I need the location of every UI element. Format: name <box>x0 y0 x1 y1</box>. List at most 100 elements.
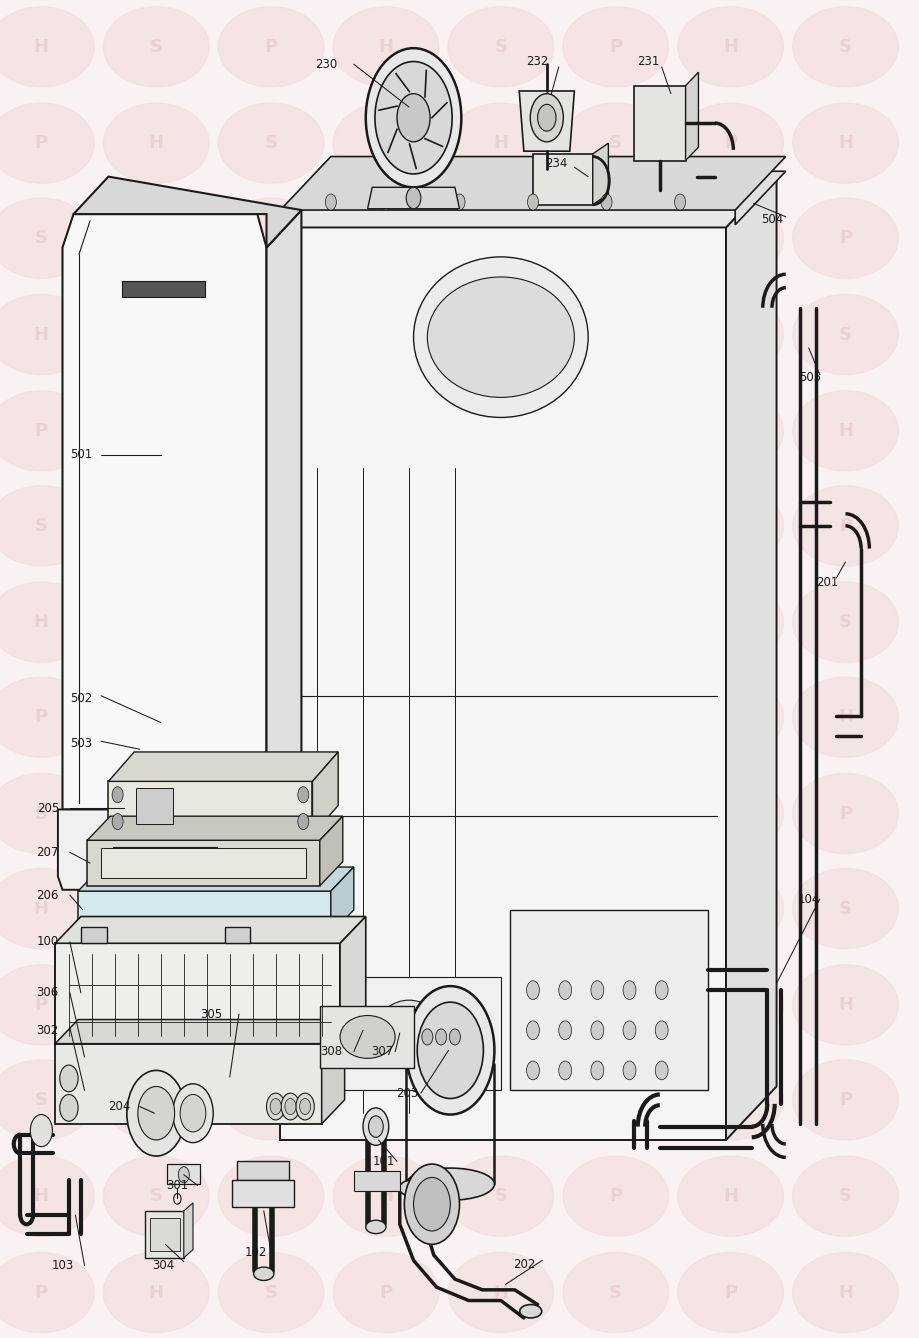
Circle shape <box>675 194 686 210</box>
Text: 100: 100 <box>37 935 59 949</box>
Ellipse shape <box>562 294 669 375</box>
Polygon shape <box>167 1164 200 1184</box>
Text: H: H <box>608 804 623 823</box>
Polygon shape <box>87 816 343 840</box>
Text: P: P <box>265 1187 278 1206</box>
Circle shape <box>417 1002 483 1098</box>
Ellipse shape <box>792 294 899 375</box>
Ellipse shape <box>792 868 899 949</box>
Text: P: P <box>609 613 622 632</box>
Circle shape <box>127 1070 186 1156</box>
Ellipse shape <box>678 1060 784 1140</box>
Text: S: S <box>380 1090 392 1109</box>
Polygon shape <box>81 890 250 927</box>
Circle shape <box>270 1098 281 1115</box>
Ellipse shape <box>104 677 210 757</box>
Ellipse shape <box>333 391 439 471</box>
Circle shape <box>300 1098 311 1115</box>
Text: 308: 308 <box>320 1045 342 1058</box>
Text: S: S <box>380 804 392 823</box>
Ellipse shape <box>792 7 899 87</box>
Text: S: S <box>724 516 737 535</box>
Ellipse shape <box>218 868 323 949</box>
Text: H: H <box>379 37 393 56</box>
Ellipse shape <box>104 486 210 566</box>
Text: 230: 230 <box>315 58 337 71</box>
Text: P: P <box>494 1090 507 1109</box>
Ellipse shape <box>218 773 323 854</box>
Text: S: S <box>839 325 852 344</box>
Ellipse shape <box>678 868 784 949</box>
Circle shape <box>527 981 539 999</box>
Ellipse shape <box>218 391 323 471</box>
Text: S: S <box>839 613 852 632</box>
Text: S: S <box>494 37 507 56</box>
Polygon shape <box>145 1211 184 1258</box>
Circle shape <box>655 1061 668 1080</box>
Ellipse shape <box>562 1060 669 1140</box>
Text: S: S <box>265 1283 278 1302</box>
Text: H: H <box>149 134 164 153</box>
Circle shape <box>178 1167 189 1183</box>
Ellipse shape <box>562 965 669 1045</box>
Circle shape <box>449 1029 460 1045</box>
Ellipse shape <box>678 198 784 278</box>
Text: P: P <box>150 804 163 823</box>
Polygon shape <box>271 772 306 876</box>
Circle shape <box>375 62 452 174</box>
Circle shape <box>397 94 430 142</box>
Polygon shape <box>101 848 306 878</box>
Ellipse shape <box>678 773 784 854</box>
Ellipse shape <box>218 677 323 757</box>
Text: H: H <box>34 899 49 918</box>
Text: H: H <box>494 1283 508 1302</box>
Text: P: P <box>724 708 737 727</box>
Polygon shape <box>331 867 354 934</box>
Text: H: H <box>723 37 738 56</box>
Ellipse shape <box>0 677 94 757</box>
Ellipse shape <box>448 294 553 375</box>
Ellipse shape <box>448 773 553 854</box>
Circle shape <box>591 981 604 999</box>
Text: P: P <box>265 37 278 56</box>
Polygon shape <box>108 781 312 835</box>
Text: P: P <box>724 1283 737 1302</box>
Text: 205: 205 <box>37 801 59 815</box>
Ellipse shape <box>366 1220 386 1234</box>
Circle shape <box>298 814 309 830</box>
Text: H: H <box>149 421 164 440</box>
Circle shape <box>623 981 636 999</box>
Ellipse shape <box>333 965 439 1045</box>
Polygon shape <box>136 788 173 824</box>
Ellipse shape <box>678 582 784 662</box>
Text: S: S <box>35 229 48 248</box>
Ellipse shape <box>0 7 94 87</box>
Text: S: S <box>265 708 278 727</box>
Text: 102: 102 <box>244 1246 267 1259</box>
Text: P: P <box>380 134 392 153</box>
Circle shape <box>325 194 336 210</box>
Text: S: S <box>609 1283 622 1302</box>
Polygon shape <box>267 210 301 809</box>
Text: H: H <box>723 325 738 344</box>
Polygon shape <box>320 816 343 886</box>
Polygon shape <box>225 927 250 943</box>
Circle shape <box>454 194 465 210</box>
Circle shape <box>591 1021 604 1040</box>
Ellipse shape <box>792 1156 899 1236</box>
Ellipse shape <box>448 7 553 87</box>
Ellipse shape <box>0 486 94 566</box>
Ellipse shape <box>792 1060 899 1140</box>
Ellipse shape <box>519 1305 541 1318</box>
Text: H: H <box>149 1283 164 1302</box>
Circle shape <box>285 1098 296 1115</box>
Text: S: S <box>265 421 278 440</box>
Ellipse shape <box>562 198 669 278</box>
Circle shape <box>60 1065 78 1092</box>
Ellipse shape <box>218 1060 323 1140</box>
Ellipse shape <box>104 294 210 375</box>
Ellipse shape <box>678 103 784 183</box>
Text: S: S <box>494 899 507 918</box>
Text: P: P <box>609 37 622 56</box>
Polygon shape <box>122 281 205 297</box>
